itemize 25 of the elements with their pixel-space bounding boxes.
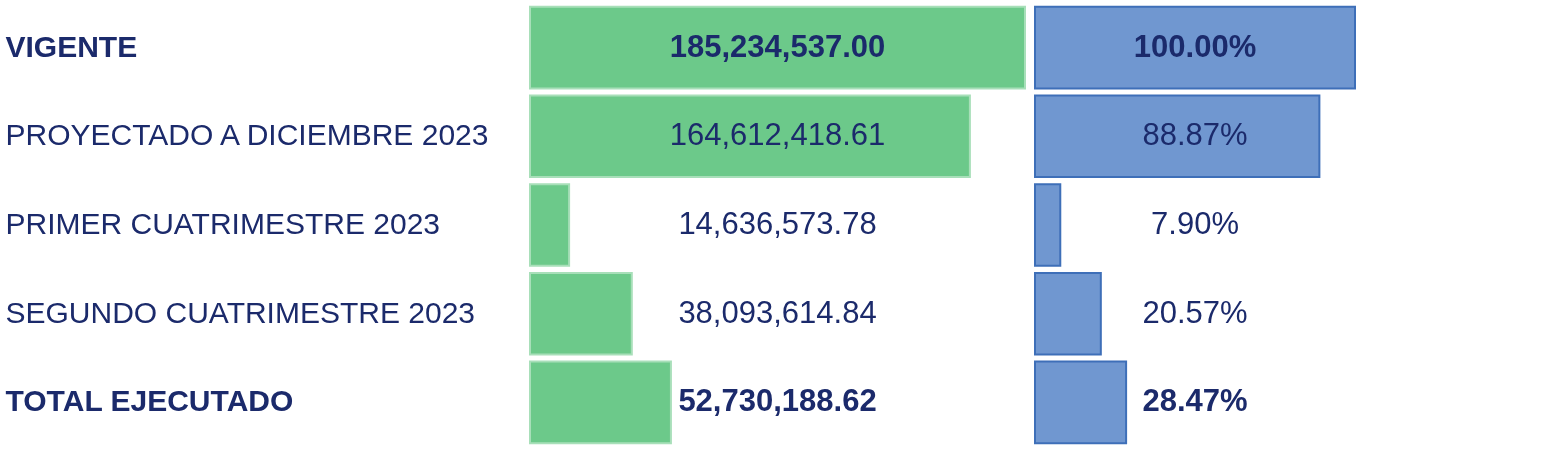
- bar: [1034, 360, 1128, 445]
- data-label: 100.00%: [1133, 28, 1257, 64]
- bar: [1034, 271, 1102, 356]
- data-label: 52,730,188.62: [678, 383, 877, 419]
- data-label: 7.90%: [1151, 206, 1239, 241]
- data-label: 38,093,614.84: [678, 294, 877, 330]
- bar: [1034, 94, 1321, 179]
- bar: [529, 360, 672, 445]
- data-label: 88.87%: [1142, 117, 1248, 153]
- bar: [529, 183, 571, 267]
- y-tick-label: SEGUNDO CUATRIMESTRE 2023: [5, 295, 476, 329]
- y-tick-label: VIGENTE: [5, 29, 138, 63]
- data-label: 28.47%: [1142, 383, 1248, 419]
- data-label: 185,234,537.00: [669, 28, 886, 64]
- bar: [1034, 183, 1062, 267]
- y-tick-label: TOTAL EJECUTADO: [5, 384, 294, 418]
- data-label: 20.57%: [1142, 294, 1248, 330]
- bar: [529, 94, 971, 179]
- data-label: 164,612,418.61: [669, 117, 886, 153]
- bar: [529, 5, 1026, 90]
- data-label: 14,636,573.78: [678, 206, 877, 241]
- bar: [1034, 5, 1356, 90]
- bar: [529, 271, 633, 356]
- y-tick-label: PRIMER CUATRIMESTRE 2023: [5, 207, 441, 240]
- y-tick-label: PROYECTADO A DICIEMBRE 2023: [5, 118, 489, 152]
